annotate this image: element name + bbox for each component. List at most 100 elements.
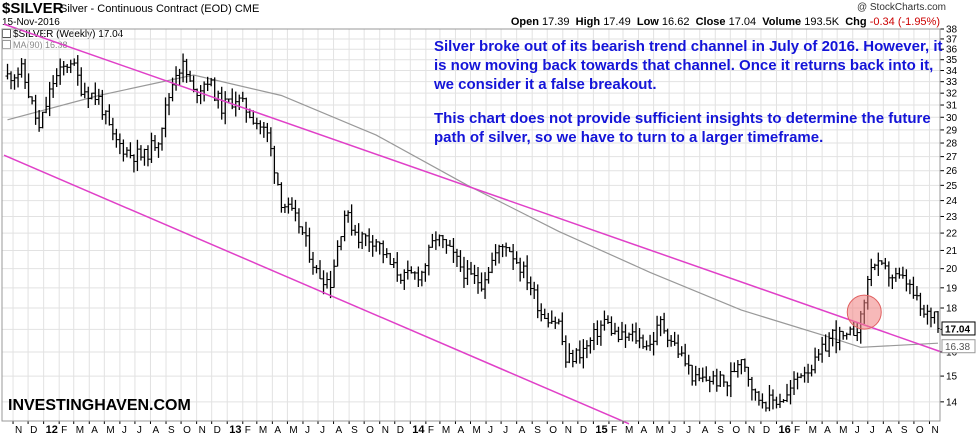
ma-value-tag-box bbox=[941, 339, 976, 354]
price-bar bbox=[602, 310, 607, 331]
price-bar bbox=[497, 244, 502, 264]
price-bar bbox=[282, 203, 287, 214]
trendline bbox=[3, 23, 942, 353]
price-bar bbox=[335, 240, 340, 267]
open-label: Open bbox=[510, 16, 539, 28]
price-bar bbox=[356, 223, 361, 249]
price-bar bbox=[275, 172, 280, 186]
price-bar bbox=[398, 273, 403, 284]
x-tick-label: 13 bbox=[229, 424, 241, 436]
price-bar bbox=[728, 362, 733, 398]
high-label: High bbox=[575, 16, 601, 28]
x-tick-label: 12 bbox=[46, 424, 58, 436]
y-tick-label: 26 bbox=[946, 166, 958, 177]
price-bar bbox=[749, 376, 754, 401]
price-bar bbox=[648, 334, 653, 351]
trendline bbox=[3, 154, 630, 425]
x-tick-label: A bbox=[885, 425, 892, 436]
price-bar bbox=[792, 371, 797, 395]
price-bar bbox=[402, 269, 407, 290]
x-tick-label: A bbox=[519, 425, 526, 436]
price-bar bbox=[630, 323, 635, 342]
price-bar bbox=[89, 92, 94, 100]
price-bar bbox=[886, 261, 891, 287]
price-bar bbox=[521, 261, 526, 279]
price-bar bbox=[662, 312, 667, 334]
y-tick-label: 29 bbox=[946, 125, 958, 136]
price-bar bbox=[711, 370, 716, 385]
last-value-tag: 17.04 bbox=[945, 324, 970, 335]
price-bar bbox=[230, 88, 235, 110]
exchange-text: CME bbox=[234, 3, 260, 15]
price-bar bbox=[907, 279, 912, 295]
y-tick-label: 38 bbox=[946, 25, 958, 36]
price-bar bbox=[430, 233, 435, 248]
trend-channel bbox=[3, 23, 942, 425]
price-bar bbox=[844, 332, 849, 340]
price-bar bbox=[704, 366, 709, 382]
price-bar bbox=[138, 145, 143, 161]
price-bar bbox=[644, 340, 649, 351]
annotation-text: Silver broke out of its bearish trend ch… bbox=[434, 37, 954, 162]
price-bar bbox=[890, 274, 895, 290]
price-bar bbox=[124, 147, 129, 158]
x-tick-label: N bbox=[382, 425, 389, 436]
x-tick-label: J bbox=[122, 425, 127, 436]
x-tick-label: J bbox=[320, 425, 325, 436]
x-tick-label: A bbox=[152, 425, 159, 436]
price-bar bbox=[342, 210, 347, 242]
price-bar bbox=[707, 376, 712, 393]
x-tick-label: O bbox=[549, 425, 557, 436]
price-bar bbox=[921, 304, 926, 318]
x-tick-label: S bbox=[717, 425, 724, 436]
price-bar bbox=[26, 73, 31, 99]
price-bar bbox=[802, 366, 807, 383]
price-bar bbox=[68, 59, 73, 74]
price-bar bbox=[93, 82, 98, 105]
x-tick-label: F bbox=[428, 425, 434, 436]
price-bar bbox=[918, 292, 923, 316]
price-bar bbox=[588, 337, 593, 354]
ma-line bbox=[7, 74, 939, 348]
price-bar bbox=[623, 324, 628, 348]
price-bar bbox=[374, 239, 379, 252]
price-bar bbox=[658, 316, 663, 337]
price-bar bbox=[595, 320, 600, 346]
price-bar bbox=[472, 264, 477, 284]
symbol-label: $SILVER bbox=[2, 0, 64, 17]
x-tick-label: D bbox=[580, 425, 587, 436]
price-bar bbox=[360, 231, 365, 250]
price-bar bbox=[560, 312, 565, 346]
price-bar bbox=[303, 221, 308, 247]
price-bar bbox=[142, 148, 147, 166]
high-value: 17.49 bbox=[603, 16, 631, 28]
chg-value: -0.34 (-1.95%) bbox=[869, 16, 940, 28]
y-tick-label: 18 bbox=[946, 304, 958, 315]
price-bar bbox=[753, 388, 758, 401]
x-tick-label: J bbox=[503, 425, 508, 436]
price-bar bbox=[735, 360, 740, 378]
price-bar bbox=[697, 367, 702, 382]
price-bar bbox=[718, 370, 723, 387]
plot-frame bbox=[1, 28, 941, 422]
price-bar bbox=[893, 267, 898, 282]
price-bar bbox=[700, 367, 705, 383]
price-bar bbox=[384, 248, 389, 259]
price-bar bbox=[518, 257, 523, 282]
description-text: Silver - Continuous Contract (EOD) bbox=[60, 3, 232, 15]
price-bar bbox=[932, 311, 937, 324]
price-bar bbox=[61, 61, 66, 76]
x-tick-label: J bbox=[671, 425, 676, 436]
x-tick-label: N bbox=[565, 425, 572, 436]
price-bar bbox=[65, 63, 70, 73]
price-bar bbox=[300, 226, 305, 235]
price-bar bbox=[746, 366, 751, 387]
close-label: Close bbox=[695, 16, 726, 28]
price-bars bbox=[5, 53, 940, 412]
price-bar bbox=[293, 199, 298, 222]
price-bar bbox=[876, 252, 881, 276]
price-bar bbox=[827, 332, 832, 358]
price-bar bbox=[476, 266, 481, 294]
price-bar bbox=[869, 258, 874, 287]
price-bar bbox=[332, 259, 337, 288]
